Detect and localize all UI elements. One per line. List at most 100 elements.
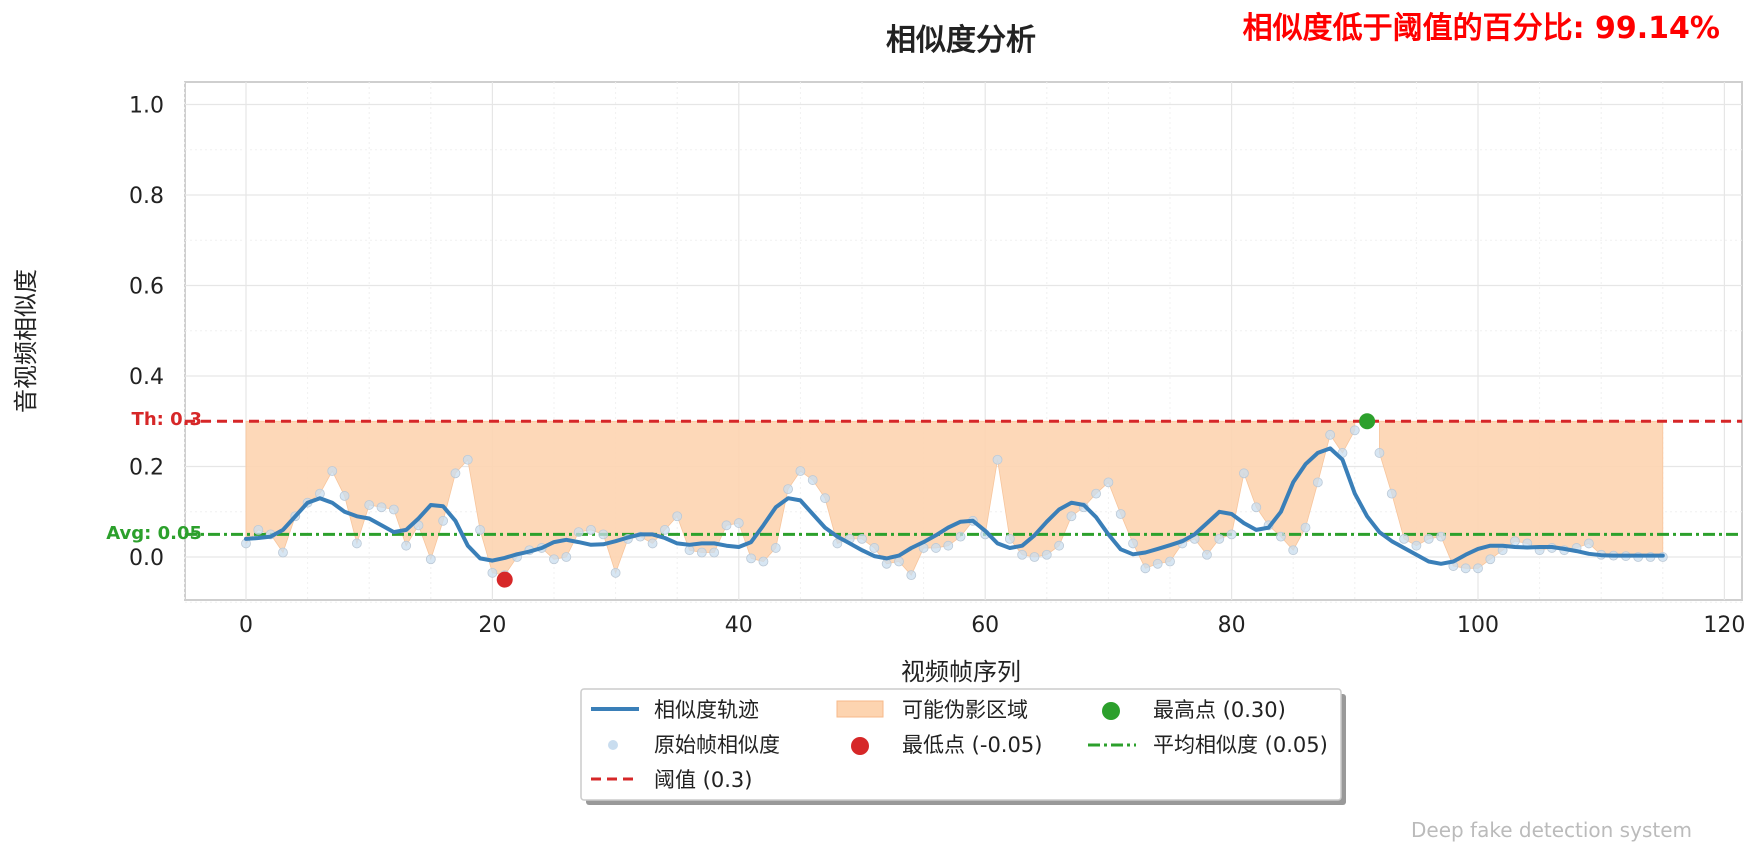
raw-point xyxy=(278,547,288,558)
legend-box xyxy=(580,688,1342,801)
reference-lines xyxy=(185,419,1742,536)
raw-point xyxy=(253,524,264,535)
x-tick-label: 120 xyxy=(1703,613,1745,638)
raw-point xyxy=(1251,502,1262,513)
below-threshold-percentage: 相似度低于阈值的百分比: 99.14% xyxy=(1243,11,1720,46)
raw-point xyxy=(376,502,387,513)
raw-point xyxy=(931,543,941,553)
raw-point xyxy=(1460,563,1471,574)
raw-point xyxy=(327,466,338,476)
raw-point xyxy=(561,552,572,562)
raw-point xyxy=(1288,545,1299,556)
legend-artifact-swatch xyxy=(836,700,884,718)
x-tick-label: 20 xyxy=(478,613,506,638)
legend-max-label: 最高点 (0.30) xyxy=(1153,698,1286,722)
raw-point xyxy=(869,543,880,553)
raw-point xyxy=(1214,534,1225,544)
raw-point xyxy=(462,454,473,465)
raw-point xyxy=(943,540,954,551)
raw-point xyxy=(450,468,461,479)
raw-point xyxy=(881,558,892,569)
raw-point xyxy=(992,454,1003,465)
min-point-marker xyxy=(496,571,513,588)
legend-min-swatch xyxy=(851,737,869,755)
legend: 相似度轨迹 原始帧相似度 阈值 (0.3) 可能伪影区域 最低点 (-0.05)… xyxy=(580,688,1346,805)
raw-point xyxy=(1349,425,1360,436)
raw-point xyxy=(364,500,375,510)
raw-point xyxy=(795,466,806,476)
raw-point xyxy=(1275,531,1286,542)
raw-point xyxy=(906,570,917,580)
raw-point xyxy=(1091,488,1101,499)
raw-point xyxy=(1103,477,1114,488)
legend-raw-swatch xyxy=(608,740,618,750)
raw-point xyxy=(1239,468,1249,479)
y-tick-label: 1.0 xyxy=(129,94,164,119)
x-tick-label: 0 xyxy=(239,613,253,638)
raw-point xyxy=(1140,563,1151,574)
legend-raw-label: 原始帧相似度 xyxy=(654,733,780,757)
raw-point xyxy=(351,538,362,549)
raw-point xyxy=(1423,534,1434,544)
raw-point xyxy=(1017,549,1028,560)
raw-point xyxy=(1128,538,1138,549)
raw-point xyxy=(1325,429,1336,440)
raw-point xyxy=(955,531,966,542)
extreme-markers xyxy=(496,413,1376,588)
raw-point xyxy=(672,511,683,522)
raw-point xyxy=(659,524,670,535)
legend-average-label: 平均相似度 (0.05) xyxy=(1153,733,1328,757)
raw-point xyxy=(1202,549,1212,560)
chart-title: 相似度分析 xyxy=(886,23,1036,58)
y-tick-label: 0.8 xyxy=(129,184,164,209)
raw-point xyxy=(696,547,707,558)
x-tick-label: 100 xyxy=(1457,613,1499,638)
raw-point xyxy=(894,556,904,567)
raw-point xyxy=(783,484,793,495)
artifact-region-fill xyxy=(245,420,1664,576)
raw-point xyxy=(1004,534,1015,544)
legend-trajectory-label: 相似度轨迹 xyxy=(654,698,759,722)
footer-text: Deep fake detection system xyxy=(1411,818,1692,842)
raw-point xyxy=(598,529,609,540)
x-tick-labels: 0 20 40 60 80 100 120 xyxy=(239,613,1745,638)
raw-point xyxy=(1152,558,1163,569)
raw-point xyxy=(339,491,350,501)
legend-threshold-label: 阈值 (0.3) xyxy=(654,768,752,792)
raw-point xyxy=(549,554,559,565)
raw-point xyxy=(475,524,485,535)
raw-point xyxy=(820,493,830,504)
raw-point xyxy=(1054,540,1065,551)
raw-point xyxy=(733,518,744,528)
raw-point xyxy=(1386,488,1397,499)
y-axis-title: 音视频相似度 xyxy=(12,269,40,413)
raw-point xyxy=(684,545,695,556)
y-tick-label: 0.6 xyxy=(129,275,164,300)
raw-point xyxy=(746,553,757,564)
raw-point xyxy=(388,504,399,515)
raw-point xyxy=(1436,531,1446,542)
raw-point xyxy=(832,538,843,549)
raw-point xyxy=(1066,511,1077,522)
raw-point xyxy=(610,567,621,578)
y-tick-labels: 0.0 0.2 0.4 0.6 0.8 1.0 xyxy=(129,94,164,572)
x-tick-label: 80 xyxy=(1218,613,1246,638)
trajectory-line xyxy=(244,446,1665,566)
raw-point xyxy=(857,534,867,544)
raw-point xyxy=(1312,477,1323,488)
legend-max-swatch xyxy=(1102,702,1120,720)
threshold-label: Th: 0.3 xyxy=(132,409,202,430)
raw-point xyxy=(1165,556,1175,567)
raw-point xyxy=(1115,509,1126,519)
y-tick-label: 0.2 xyxy=(129,456,164,481)
raw-point xyxy=(1226,529,1237,540)
raw-point xyxy=(721,520,732,531)
trajectory-path xyxy=(244,446,1665,566)
x-axis-title: 视频帧序列 xyxy=(901,658,1021,686)
x-tick-label: 40 xyxy=(725,613,753,638)
raw-point xyxy=(1374,448,1385,458)
raw-point xyxy=(1473,563,1483,574)
raw-point xyxy=(1583,538,1594,549)
raw-point xyxy=(573,527,584,538)
